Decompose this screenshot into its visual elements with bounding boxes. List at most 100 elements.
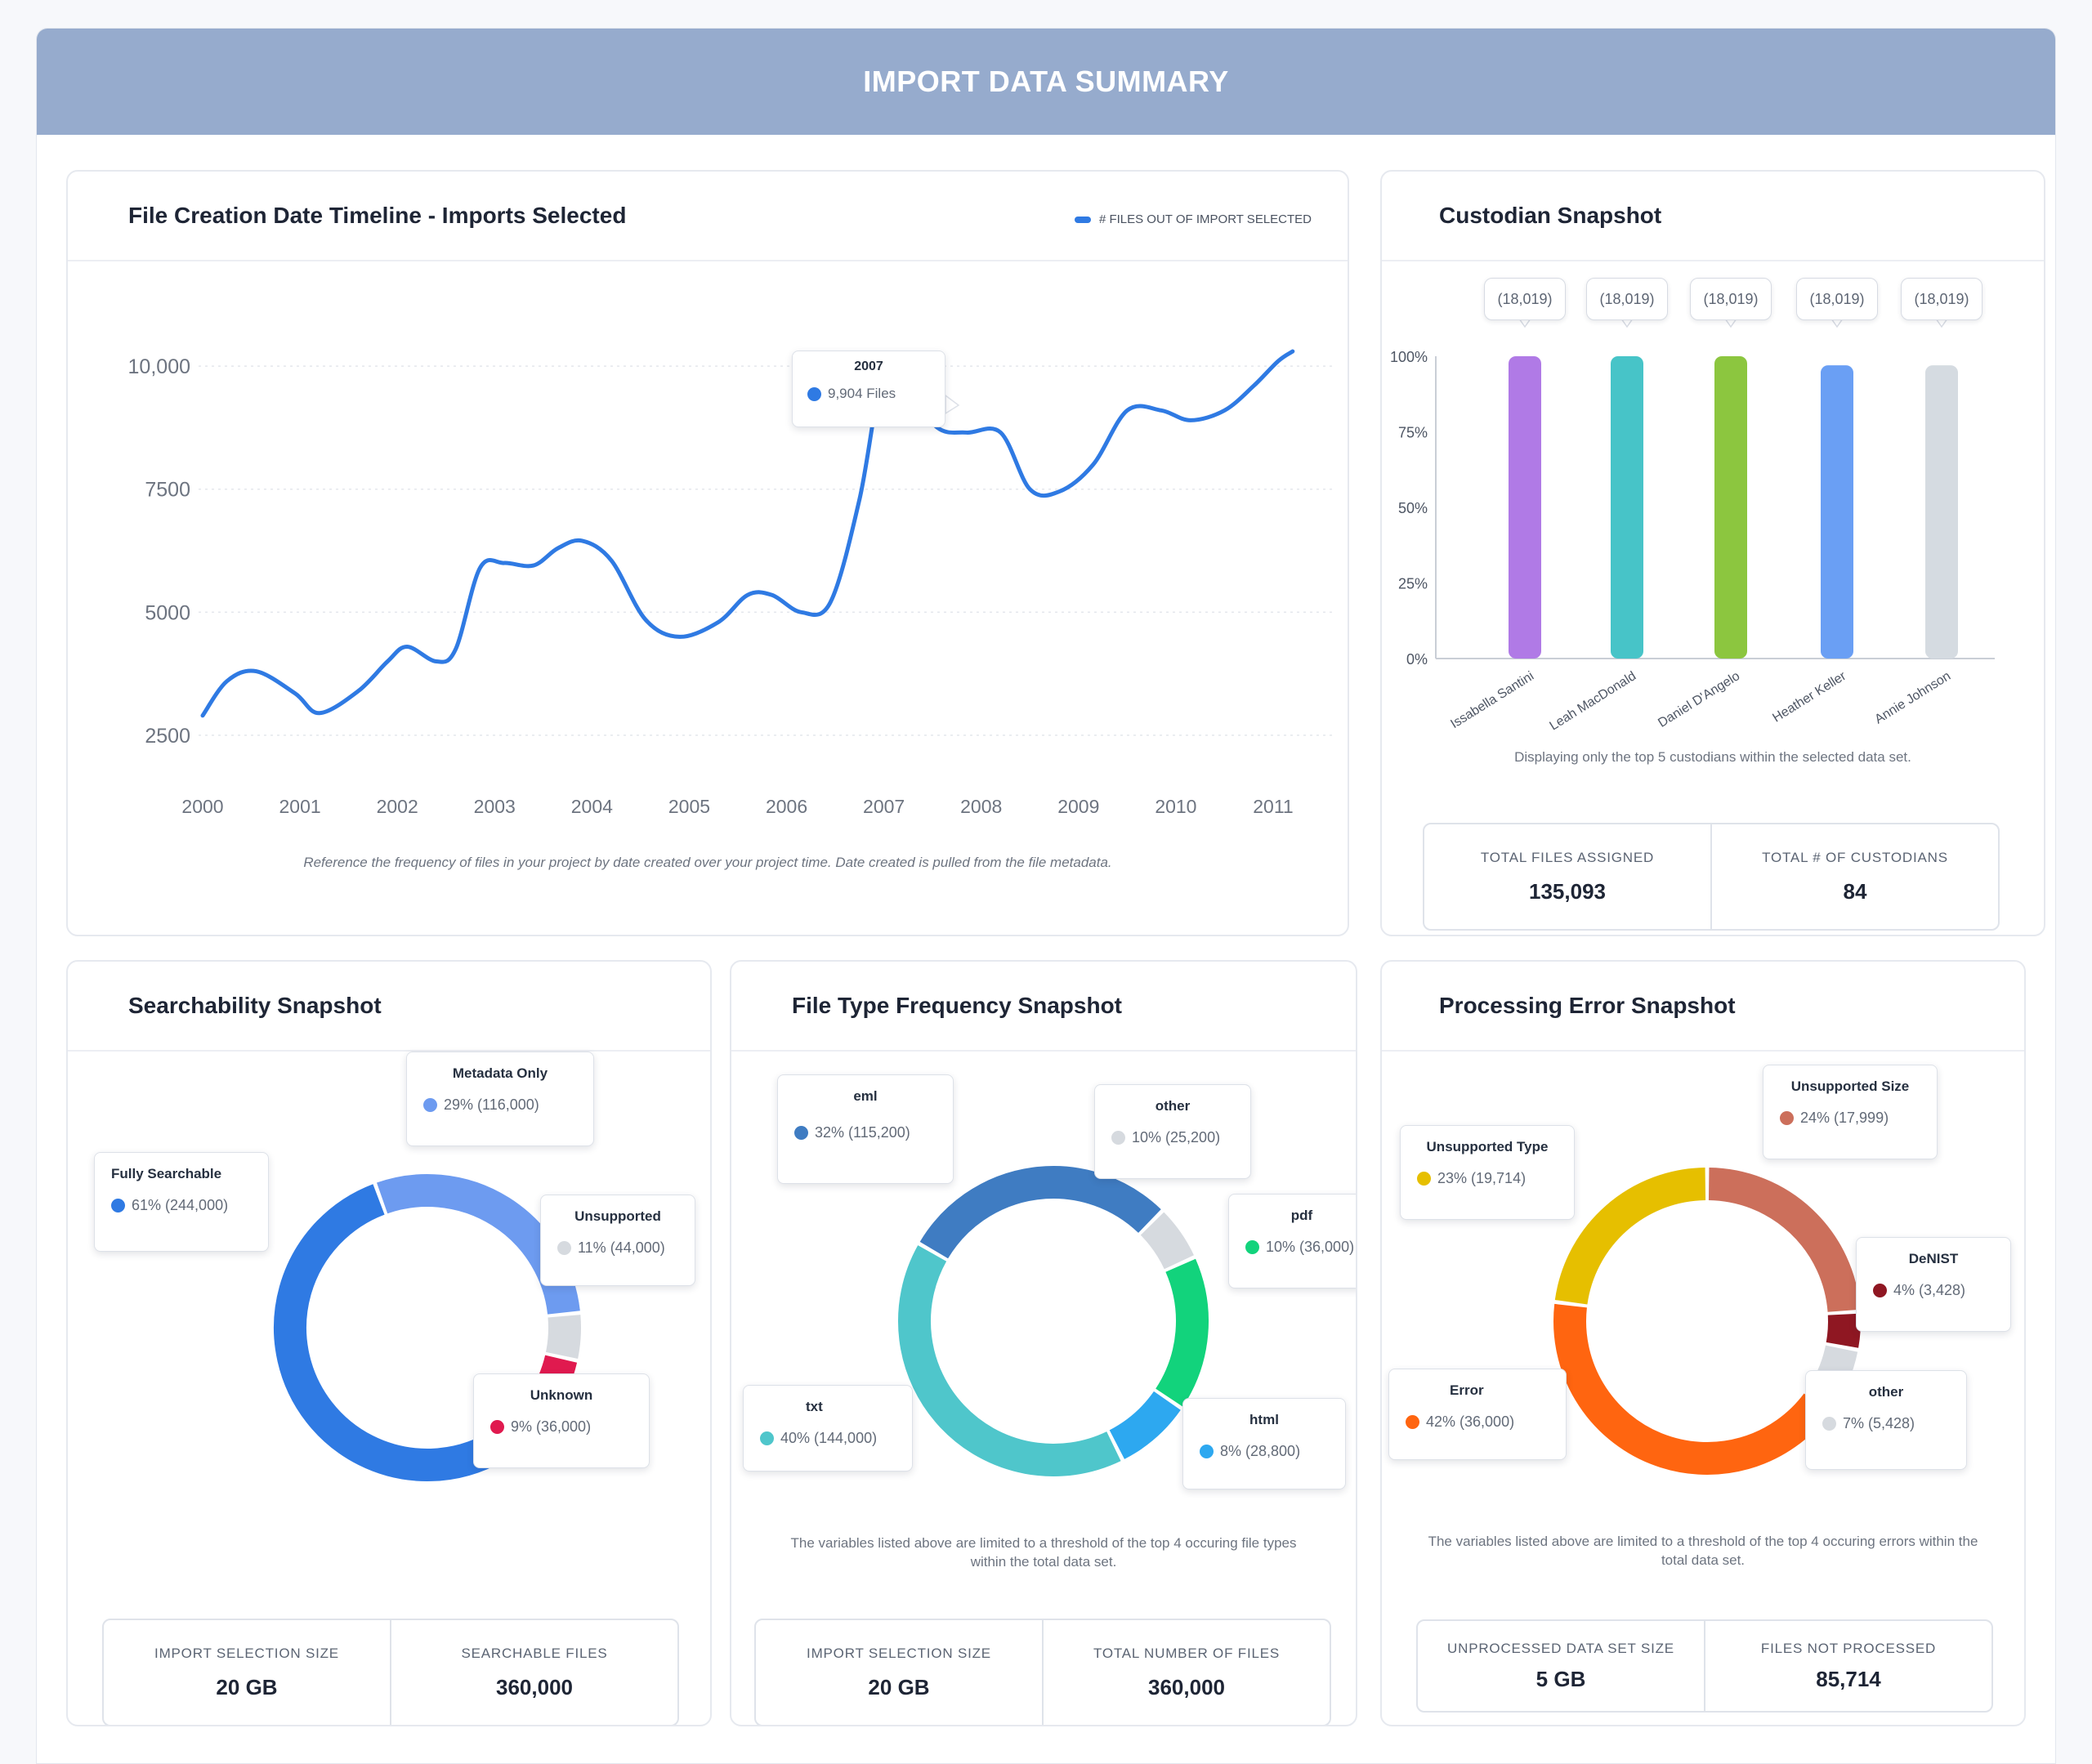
processing-stats: UNPROCESSED DATA SET SIZE 5 GB FILES NOT … — [1416, 1619, 1993, 1713]
tooltip-dot — [807, 386, 821, 401]
stat-total-custodians: TOTAL # OF CUSTODIANS 84 — [1710, 824, 1998, 929]
tip-value: 9% (36,000) — [511, 1418, 592, 1435]
tip-value-row: 61% (244,000) — [111, 1197, 252, 1214]
tooltip-title: 2007 — [854, 359, 883, 373]
x-tick-label: 2009 — [1057, 796, 1099, 817]
y-tick-label: 75% — [1398, 425, 1428, 441]
bar-value-label: (18,019) — [1484, 278, 1566, 320]
stat-value: 5 GB — [1535, 1666, 1586, 1691]
tip-value-row: 7% (5,428) — [1822, 1415, 1950, 1432]
bar-0 — [1509, 356, 1541, 659]
y-tick-label: 7500 — [145, 479, 190, 502]
tooltip-unsupported: Unsupported 11% (44,000) — [540, 1195, 695, 1286]
tip-value: 29% (116,000) — [444, 1096, 539, 1113]
y-tick-label: 2500 — [145, 725, 190, 748]
custodian-title: Custodian Snapshot — [1439, 203, 1662, 228]
tip-dot — [1780, 1111, 1794, 1125]
stat-label: TOTAL # OF CUSTODIANS — [1762, 849, 1948, 865]
divider — [1382, 1050, 2024, 1052]
searchability-title: Searchability Snapshot — [128, 993, 382, 1018]
bar-2 — [1714, 356, 1747, 659]
tip-title: html — [1249, 1412, 1279, 1427]
tip-title: DeNIST — [1908, 1251, 1959, 1266]
bar-value-label: (18,019) — [1586, 278, 1668, 320]
tooltip-denist: DeNIST 4% (3,428) — [1856, 1237, 2011, 1332]
bar-value-label: (18,019) — [1690, 278, 1772, 320]
y-tick-label: 5000 — [145, 601, 190, 624]
tip-title: Metadata Only — [452, 1065, 548, 1081]
tip-value: 32% (115,200) — [815, 1124, 910, 1141]
tip-value: 10% (25,200) — [1132, 1129, 1221, 1145]
tip-value: 4% (3,428) — [1893, 1282, 1966, 1298]
tooltip-txt: txt 40% (144,000) — [743, 1385, 913, 1471]
tooltip-unknown: Unknown 9% (36,000) — [473, 1373, 650, 1468]
x-tick-label: 2011 — [1253, 796, 1293, 817]
x-tick-label: Heather Keller — [1770, 669, 1848, 726]
timeline-card: File Creation Date Timeline - Imports Se… — [66, 170, 1349, 936]
bar-3 — [1821, 365, 1853, 659]
tip-dot — [1245, 1240, 1259, 1254]
timeline-legend[interactable]: # FILES OUT OF IMPORT SELECTED — [1074, 212, 1312, 226]
tip-value-row: 23% (19,714) — [1417, 1170, 1558, 1187]
tooltip-other: other 10% (25,200) — [1094, 1084, 1251, 1179]
tip-title: Unsupported Size — [1790, 1078, 1910, 1094]
page-header: IMPORT DATA SUMMARY — [37, 29, 2055, 135]
stat-searchable-files: SEARCHABLE FILES 360,000 — [390, 1620, 677, 1725]
legend-label: # FILES OUT OF IMPORT SELECTED — [1098, 212, 1312, 226]
x-tick-label: Daniel D'Angelo — [1656, 669, 1742, 730]
stat-value: 20 GB — [216, 1674, 278, 1699]
filetype-donut — [898, 1166, 1209, 1476]
tip-dot — [1873, 1284, 1887, 1297]
stat-value: 360,000 — [496, 1674, 573, 1699]
timeline-title: File Creation Date Timeline - Imports Se… — [128, 203, 627, 228]
x-tick-label: 2008 — [960, 796, 1002, 817]
tooltip-value: 9,904 Files — [828, 386, 896, 401]
tooltip-unsupported-type: Unsupported Type 23% (19,714) — [1400, 1125, 1575, 1220]
processing-title: Processing Error Snapshot — [1439, 993, 1736, 1018]
tip-value-row: 4% (3,428) — [1873, 1282, 1994, 1299]
filetype-card: File Type Frequency Snapshot eml 32% (11… — [730, 960, 1357, 1726]
tip-value: 61% (244,000) — [132, 1197, 229, 1213]
x-tick-label: 2000 — [181, 796, 223, 817]
tip-dot — [423, 1098, 437, 1112]
tip-title: txt — [806, 1399, 823, 1414]
stat-label: IMPORT SELECTION SIZE — [807, 1645, 991, 1661]
filetype-title: File Type Frequency Snapshot — [792, 993, 1123, 1018]
stat-label: UNPROCESSED DATA SET SIZE — [1447, 1640, 1674, 1656]
tip-value-row: 8% (28,800) — [1200, 1443, 1329, 1460]
tip-title: Unsupported — [574, 1208, 661, 1224]
donut-slice-error — [1553, 1303, 1830, 1475]
donut-slice-unsupported-size — [1708, 1168, 1861, 1313]
bar-value-label: (18,019) — [1901, 278, 1982, 320]
y-tick-label: 10,000 — [128, 355, 190, 378]
x-tick-label: 2002 — [377, 796, 418, 817]
tip-value: 42% (36,000) — [1426, 1413, 1515, 1430]
stat-files-not-processed: FILES NOT PROCESSED 85,714 — [1704, 1621, 1991, 1711]
tip-value: 10% (36,000) — [1266, 1239, 1355, 1255]
page-title: IMPORT DATA SUMMARY — [863, 65, 1229, 98]
tip-value: 11% (44,000) — [578, 1239, 665, 1256]
tip-dot — [1111, 1131, 1125, 1145]
donut-slice-eml — [919, 1166, 1161, 1259]
dashboard-frame: IMPORT DATA SUMMARY File Creation Date T… — [36, 28, 2056, 1764]
stat-unprocessed-size: UNPROCESSED DATA SET SIZE 5 GB — [1418, 1621, 1704, 1711]
timeline-tooltip: 2007 9,904 Files — [792, 351, 945, 427]
x-tick-label: Leah MacDonald — [1548, 669, 1639, 734]
divider — [68, 1050, 710, 1052]
tip-dot — [1822, 1417, 1836, 1431]
searchability-stats: IMPORT SELECTION SIZE 20 GB SEARCHABLE FI… — [102, 1619, 679, 1725]
stat-total-files: TOTAL NUMBER OF FILES 360,000 — [1042, 1620, 1330, 1725]
divider — [68, 260, 1348, 261]
tip-dot — [794, 1126, 808, 1140]
custodian-card: Custodian Snapshot 0% 25% 50% 75% 100% Issabe… — [1380, 170, 2045, 936]
processing-note: The variables listed above are limited t… — [1428, 1534, 1978, 1568]
tip-value-row: 24% (17,999) — [1780, 1110, 1920, 1127]
donut-slice-denist — [1826, 1313, 1861, 1348]
tooltip-pdf: pdf 10% (36,000) — [1228, 1194, 1356, 1288]
y-tick-label: 25% — [1398, 576, 1428, 592]
tip-title: Unknown — [530, 1387, 593, 1403]
tip-value-row: 10% (25,200) — [1111, 1129, 1234, 1146]
bar-4 — [1925, 365, 1958, 659]
custodian-bar-chart: 0% 25% 50% 75% 100% Issabella Santini Leah Mac… — [1390, 318, 1995, 734]
filetype-stats: IMPORT SELECTION SIZE 20 GB TOTAL NUMBER … — [754, 1619, 1331, 1725]
